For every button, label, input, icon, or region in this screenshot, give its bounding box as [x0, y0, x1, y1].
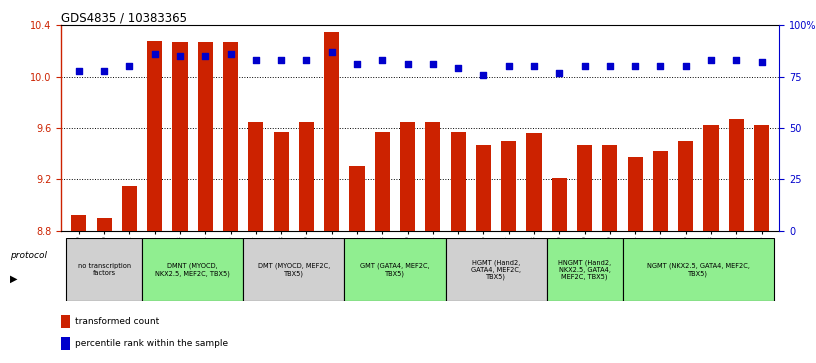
Bar — [349, 166, 365, 231]
Bar — [425, 122, 441, 231]
Point — [300, 57, 313, 63]
Bar — [623, 238, 774, 301]
Text: DMNT (MYOCD,
NKX2.5, MEF2C, TBX5): DMNT (MYOCD, NKX2.5, MEF2C, TBX5) — [155, 262, 230, 277]
Bar — [273, 132, 289, 231]
Point — [451, 66, 464, 72]
Point — [351, 61, 364, 67]
Bar — [729, 119, 744, 231]
Bar — [653, 151, 668, 231]
Bar — [602, 144, 618, 231]
Point — [174, 53, 187, 59]
Point — [250, 57, 263, 63]
Bar — [96, 218, 112, 231]
Text: NGMT (NKX2.5, GATA4, MEF2C,
TBX5): NGMT (NKX2.5, GATA4, MEF2C, TBX5) — [647, 262, 750, 277]
Text: ▶: ▶ — [10, 274, 17, 284]
Point — [73, 68, 86, 73]
Bar — [375, 132, 390, 231]
Point — [401, 61, 415, 67]
Point — [755, 60, 768, 65]
Point — [654, 64, 667, 69]
Text: protocol: protocol — [10, 250, 47, 260]
Point — [502, 64, 515, 69]
Bar — [450, 132, 466, 231]
Bar — [71, 215, 86, 231]
Point — [603, 64, 616, 69]
Point — [123, 64, 136, 69]
Point — [552, 70, 565, 76]
Bar — [324, 32, 339, 231]
Text: GDS4835 / 10383365: GDS4835 / 10383365 — [61, 11, 187, 24]
Point — [426, 61, 439, 67]
Bar — [400, 122, 415, 231]
Bar — [299, 122, 314, 231]
Point — [98, 68, 111, 73]
Point — [704, 57, 717, 63]
Bar — [446, 238, 547, 301]
Text: percentile rank within the sample: percentile rank within the sample — [75, 339, 228, 348]
Text: GMT (GATA4, MEF2C,
TBX5): GMT (GATA4, MEF2C, TBX5) — [360, 262, 430, 277]
Bar — [344, 238, 446, 301]
Point — [679, 64, 692, 69]
Point — [376, 57, 389, 63]
Bar — [61, 337, 70, 350]
Bar — [678, 141, 694, 231]
Point — [224, 51, 237, 57]
Bar — [66, 238, 142, 301]
Bar — [61, 315, 70, 329]
Bar — [248, 122, 264, 231]
Bar — [501, 141, 517, 231]
Text: no transcription
factors: no transcription factors — [78, 263, 131, 276]
Bar — [552, 178, 567, 231]
Bar — [223, 42, 238, 231]
Point — [578, 64, 591, 69]
Point — [730, 57, 743, 63]
Text: DMT (MYOCD, MEF2C,
TBX5): DMT (MYOCD, MEF2C, TBX5) — [258, 262, 330, 277]
Text: HNGMT (Hand2,
NKX2.5, GATA4,
MEF2C, TBX5): HNGMT (Hand2, NKX2.5, GATA4, MEF2C, TBX5… — [558, 259, 611, 280]
Bar — [197, 42, 213, 231]
Bar — [703, 125, 719, 231]
Bar — [142, 238, 243, 301]
Bar — [172, 42, 188, 231]
Bar — [476, 144, 491, 231]
Bar — [547, 238, 623, 301]
Text: transformed count: transformed count — [75, 317, 160, 326]
Point — [326, 49, 339, 55]
Point — [199, 53, 212, 59]
Point — [477, 72, 490, 78]
Bar — [628, 158, 643, 231]
Bar — [243, 238, 344, 301]
Text: HGMT (Hand2,
GATA4, MEF2C,
TBX5): HGMT (Hand2, GATA4, MEF2C, TBX5) — [471, 259, 521, 280]
Bar — [147, 41, 162, 231]
Bar — [577, 144, 592, 231]
Bar — [754, 125, 769, 231]
Bar — [526, 133, 542, 231]
Point — [149, 51, 162, 57]
Point — [275, 57, 288, 63]
Point — [527, 64, 540, 69]
Bar — [122, 185, 137, 231]
Point — [628, 64, 641, 69]
